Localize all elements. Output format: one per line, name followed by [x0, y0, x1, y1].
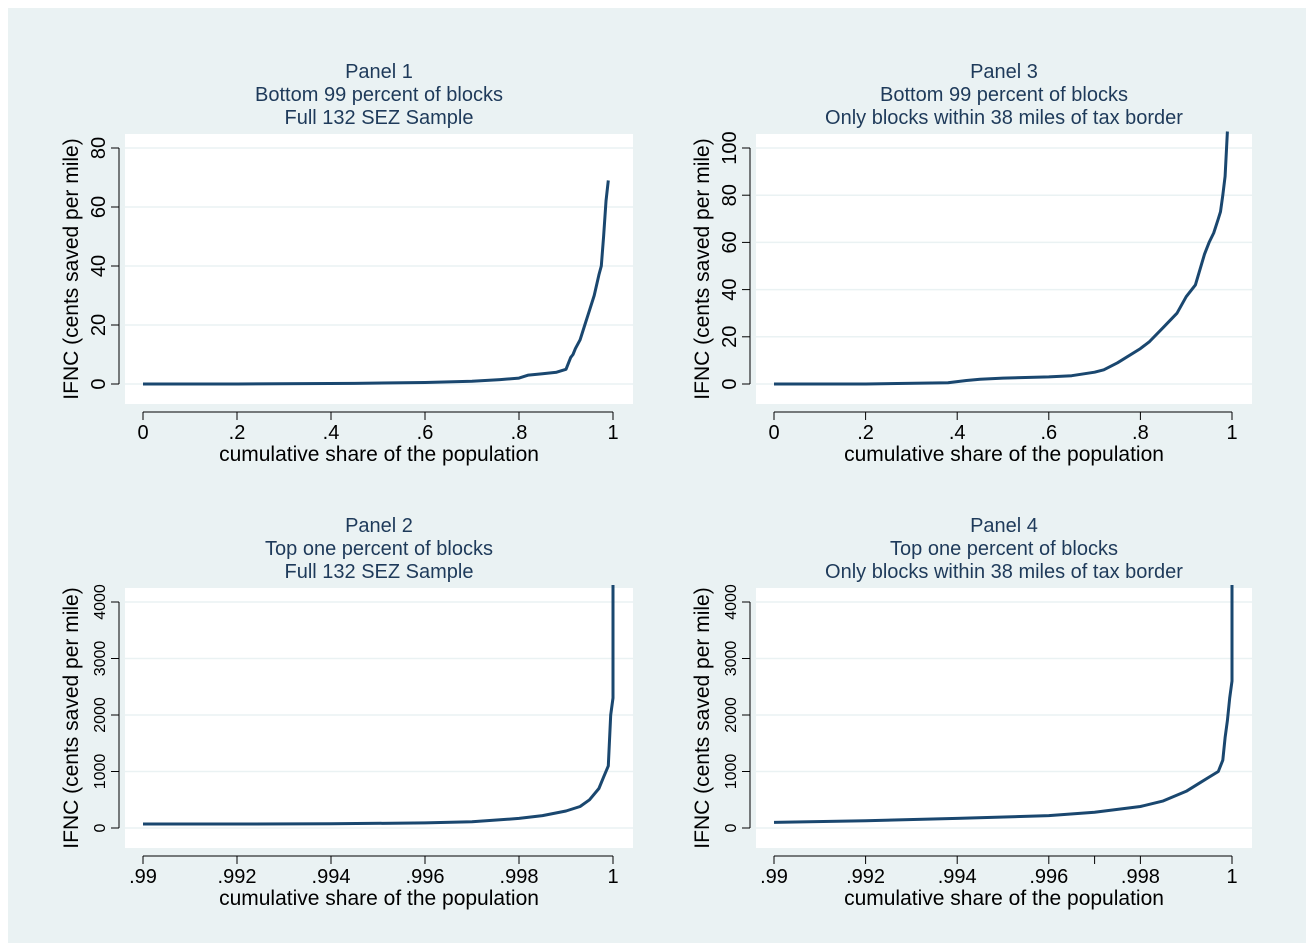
x-tick-label: .998: [500, 866, 539, 888]
y-tick-label: 20: [88, 314, 110, 336]
panel-subtitle: Top one percent of blocks: [265, 538, 493, 560]
y-tick-label: 100: [719, 131, 741, 164]
x-tick-label: .8: [511, 422, 528, 444]
plot-region: [125, 588, 633, 848]
plot-region: [756, 134, 1252, 404]
y-axis-title: IFNC (cents saved per mile): [691, 587, 714, 848]
x-tick-label: 1: [1226, 866, 1237, 888]
y-tick-label: 20: [719, 326, 741, 348]
x-axis-title: cumulative share of the population: [844, 887, 1164, 910]
x-tick-label: 1: [607, 422, 618, 444]
y-axis-title: IFNC (cents saved per mile): [60, 587, 83, 848]
x-tick-label: .4: [949, 422, 966, 444]
y-tick-label: 4000: [723, 584, 740, 620]
x-tick-label: .996: [406, 866, 445, 888]
x-tick-label: .99: [760, 866, 788, 888]
panel-subtitle: Bottom 99 percent of blocks: [880, 84, 1128, 106]
y-tick-label: 80: [88, 137, 110, 159]
y-tick-label: 2000: [723, 697, 740, 733]
panel-subtitle: Only blocks within 38 miles of tax borde…: [825, 561, 1183, 583]
x-tick-label: .8: [1132, 422, 1149, 444]
y-tick-label: 4000: [92, 584, 109, 620]
x-tick-label: .6: [1040, 422, 1057, 444]
y-tick-label: 60: [719, 231, 741, 253]
panel-subtitle: Top one percent of blocks: [890, 538, 1118, 560]
x-tick-label: .998: [1121, 866, 1160, 888]
y-tick-label: 1000: [92, 754, 109, 790]
x-tick-label: .992: [218, 866, 257, 888]
plot-region: [756, 588, 1252, 848]
y-tick-label: 0: [723, 823, 740, 832]
x-tick-label: .2: [857, 422, 874, 444]
x-tick-label: .996: [1029, 866, 1068, 888]
y-axis-title: IFNC (cents saved per mile): [691, 138, 714, 399]
series-line: [143, 585, 615, 826]
panel-title: Panel 3: [970, 61, 1038, 83]
figure-background: Panel 1 Bottom 99 percent of blocks Full 1…: [8, 8, 1306, 943]
plot-region: [125, 134, 633, 404]
x-tick-label: 0: [768, 422, 779, 444]
x-axis-title: cumulative share of the population: [844, 443, 1164, 466]
x-tick-label: .2: [229, 422, 246, 444]
x-tick-label: .99: [129, 866, 157, 888]
y-tick-label: 0: [92, 823, 109, 832]
panel-title: Panel 1: [345, 61, 413, 83]
panel-subtitle: Full 132 SEZ Sample: [285, 107, 474, 129]
x-tick-label: .994: [312, 866, 351, 888]
x-tick-label: 1: [1226, 422, 1237, 444]
y-tick-label: 1000: [723, 754, 740, 790]
y-tick-label: 3000: [723, 641, 740, 677]
panel-title: Panel 4: [970, 515, 1038, 537]
x-tick-label: 0: [137, 422, 148, 444]
series-line: [774, 131, 1229, 386]
x-axis-title: cumulative share of the population: [219, 887, 539, 910]
y-tick-label: 40: [88, 255, 110, 277]
series-line: [773, 585, 1234, 824]
y-tick-label: 0: [719, 378, 741, 389]
y-tick-label: 2000: [92, 697, 109, 733]
panel-subtitle: Only blocks within 38 miles of tax borde…: [825, 107, 1183, 129]
x-tick-label: .994: [938, 866, 977, 888]
series-line: [143, 180, 610, 386]
panel-subtitle: Full 132 SEZ Sample: [285, 561, 474, 583]
x-axis-title: cumulative share of the population: [219, 443, 539, 466]
x-tick-label: .6: [417, 422, 434, 444]
y-tick-label: 60: [88, 196, 110, 218]
y-tick-label: 3000: [92, 641, 109, 677]
y-tick-label: 0: [88, 378, 110, 389]
panel-title: Panel 2: [345, 515, 413, 537]
x-tick-label: .4: [323, 422, 340, 444]
panel-subtitle: Bottom 99 percent of blocks: [255, 84, 503, 106]
x-tick-label: 1: [607, 866, 618, 888]
y-tick-label: 80: [719, 184, 741, 206]
y-axis-title: IFNC (cents saved per mile): [60, 138, 83, 399]
y-tick-label: 40: [719, 278, 741, 300]
x-tick-label: .992: [846, 866, 885, 888]
